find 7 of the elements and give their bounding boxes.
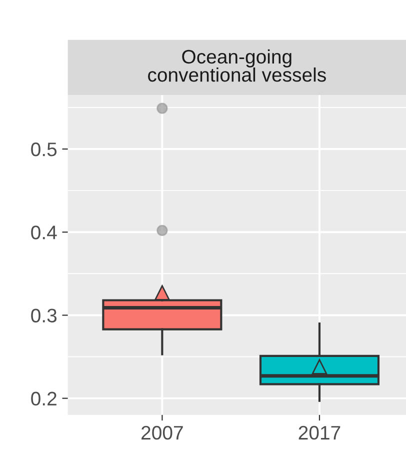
y-tick-label: 0.3 xyxy=(31,308,57,322)
y-tick-label: 0.2 xyxy=(31,392,56,406)
chart-title: Ocean-going conventional vessels xyxy=(148,49,326,82)
y-tick-label: 0.5 xyxy=(31,142,57,156)
y-tick-label: 0.4 xyxy=(31,226,57,240)
x-tick-label: 2017 xyxy=(298,426,340,440)
x-tick-label: 2007 xyxy=(142,426,183,440)
